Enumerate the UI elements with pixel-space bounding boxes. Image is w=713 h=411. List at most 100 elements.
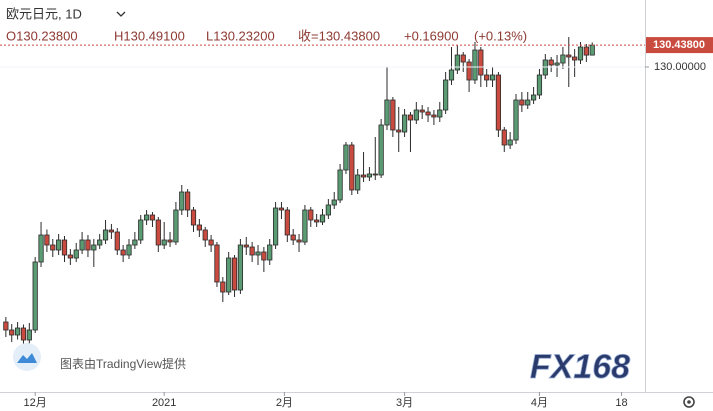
candle-body [9, 329, 15, 336]
candle-body [314, 219, 320, 223]
candle-body [61, 239, 68, 256]
candle-body [355, 174, 361, 191]
candle-body [466, 61, 472, 81]
candle-body [97, 239, 103, 246]
candle-body [278, 207, 285, 211]
candle-body [513, 99, 519, 141]
x-tick-label: 4月 [531, 397, 548, 409]
candle-body [437, 109, 443, 118]
x-tick-label: 18 [615, 397, 627, 409]
candle-body [73, 249, 79, 259]
candle-body [114, 231, 120, 251]
candle-body [325, 204, 331, 216]
candle-body [419, 109, 425, 113]
candle-body [208, 239, 214, 246]
symbol-dropdown[interactable] [116, 11, 126, 17]
candle-body [190, 209, 197, 226]
candle-body [489, 74, 496, 81]
candle-body [255, 251, 261, 256]
legend-close: 收=130.43800 [298, 28, 380, 43]
settings-icon[interactable] [683, 396, 695, 408]
candle-body [560, 54, 566, 64]
candle-body [472, 49, 478, 81]
last-price-box [646, 37, 713, 54]
candle-body [67, 254, 73, 259]
candle-body [50, 244, 56, 251]
candle-body [20, 327, 27, 341]
candle-body [331, 199, 337, 206]
candle-body [366, 173, 373, 178]
candle-body [337, 169, 343, 201]
candle-body [56, 239, 62, 251]
candle-body [319, 214, 326, 223]
candle-body [132, 239, 138, 246]
candle-body [237, 244, 244, 291]
candle-body [126, 244, 132, 256]
gear-center[interactable] [687, 400, 691, 404]
candle-body [572, 56, 578, 61]
candle-body [554, 62, 560, 66]
candle-body [431, 114, 437, 118]
candle-body [501, 129, 507, 146]
candle-body [425, 111, 431, 116]
candle-body [26, 329, 32, 341]
candle-body [384, 99, 390, 126]
candle-body [372, 173, 378, 176]
candle-body [454, 54, 460, 71]
x-tick-label: 2月 [276, 397, 293, 409]
candle-body [407, 114, 414, 121]
symbol: 欧元日元, 1D [6, 6, 82, 21]
x-tick-label: 12月 [24, 397, 47, 409]
attribution: 图表由TradingView提供 [13, 343, 186, 371]
candle-body [185, 191, 191, 211]
candle-body [143, 214, 150, 221]
candle-body [583, 46, 589, 56]
candle-body [272, 207, 279, 246]
candle-body [267, 244, 273, 261]
candle-body [519, 99, 525, 106]
legend-low: L130.23200 [206, 28, 275, 43]
candle-body [85, 239, 91, 251]
candle-body [226, 257, 232, 293]
candle-body [167, 239, 173, 243]
candle-body [149, 214, 156, 221]
x-tick-label: 3月 [396, 397, 413, 409]
candle-body [261, 251, 267, 261]
candle-body [3, 321, 9, 331]
candle-body [566, 54, 572, 58]
candle-body [91, 244, 97, 251]
candle-body [548, 59, 554, 66]
candle-body [349, 144, 355, 191]
candle-body [448, 69, 455, 81]
candle-body [290, 234, 296, 241]
candle-body [138, 219, 144, 241]
last-price-label: 130.43800 [653, 39, 705, 51]
candle-body [161, 239, 167, 246]
candle-body [589, 44, 595, 56]
candle-body [14, 327, 21, 336]
legend-change-pct: (+0.13%) [474, 28, 527, 43]
candle-body [79, 239, 85, 251]
candle-body [179, 191, 185, 211]
candle-body [32, 261, 38, 331]
candle-body [507, 139, 513, 146]
candle-body [536, 74, 543, 96]
legend-change: +0.16900 [404, 28, 459, 43]
candle-body [243, 244, 249, 248]
candle-body [396, 129, 402, 133]
candles [3, 37, 595, 347]
candle-body [296, 239, 302, 243]
candle-body [478, 49, 484, 76]
candle-body [378, 124, 384, 176]
candle-body [214, 244, 220, 283]
y-tick-label: 130.00000 [654, 61, 706, 73]
candle-body [249, 246, 255, 256]
candle-body [484, 74, 490, 81]
candle-body [413, 109, 419, 121]
candle-body [495, 74, 502, 131]
candle-body [231, 257, 238, 291]
gear[interactable] [683, 396, 695, 408]
candle-body [401, 114, 408, 133]
